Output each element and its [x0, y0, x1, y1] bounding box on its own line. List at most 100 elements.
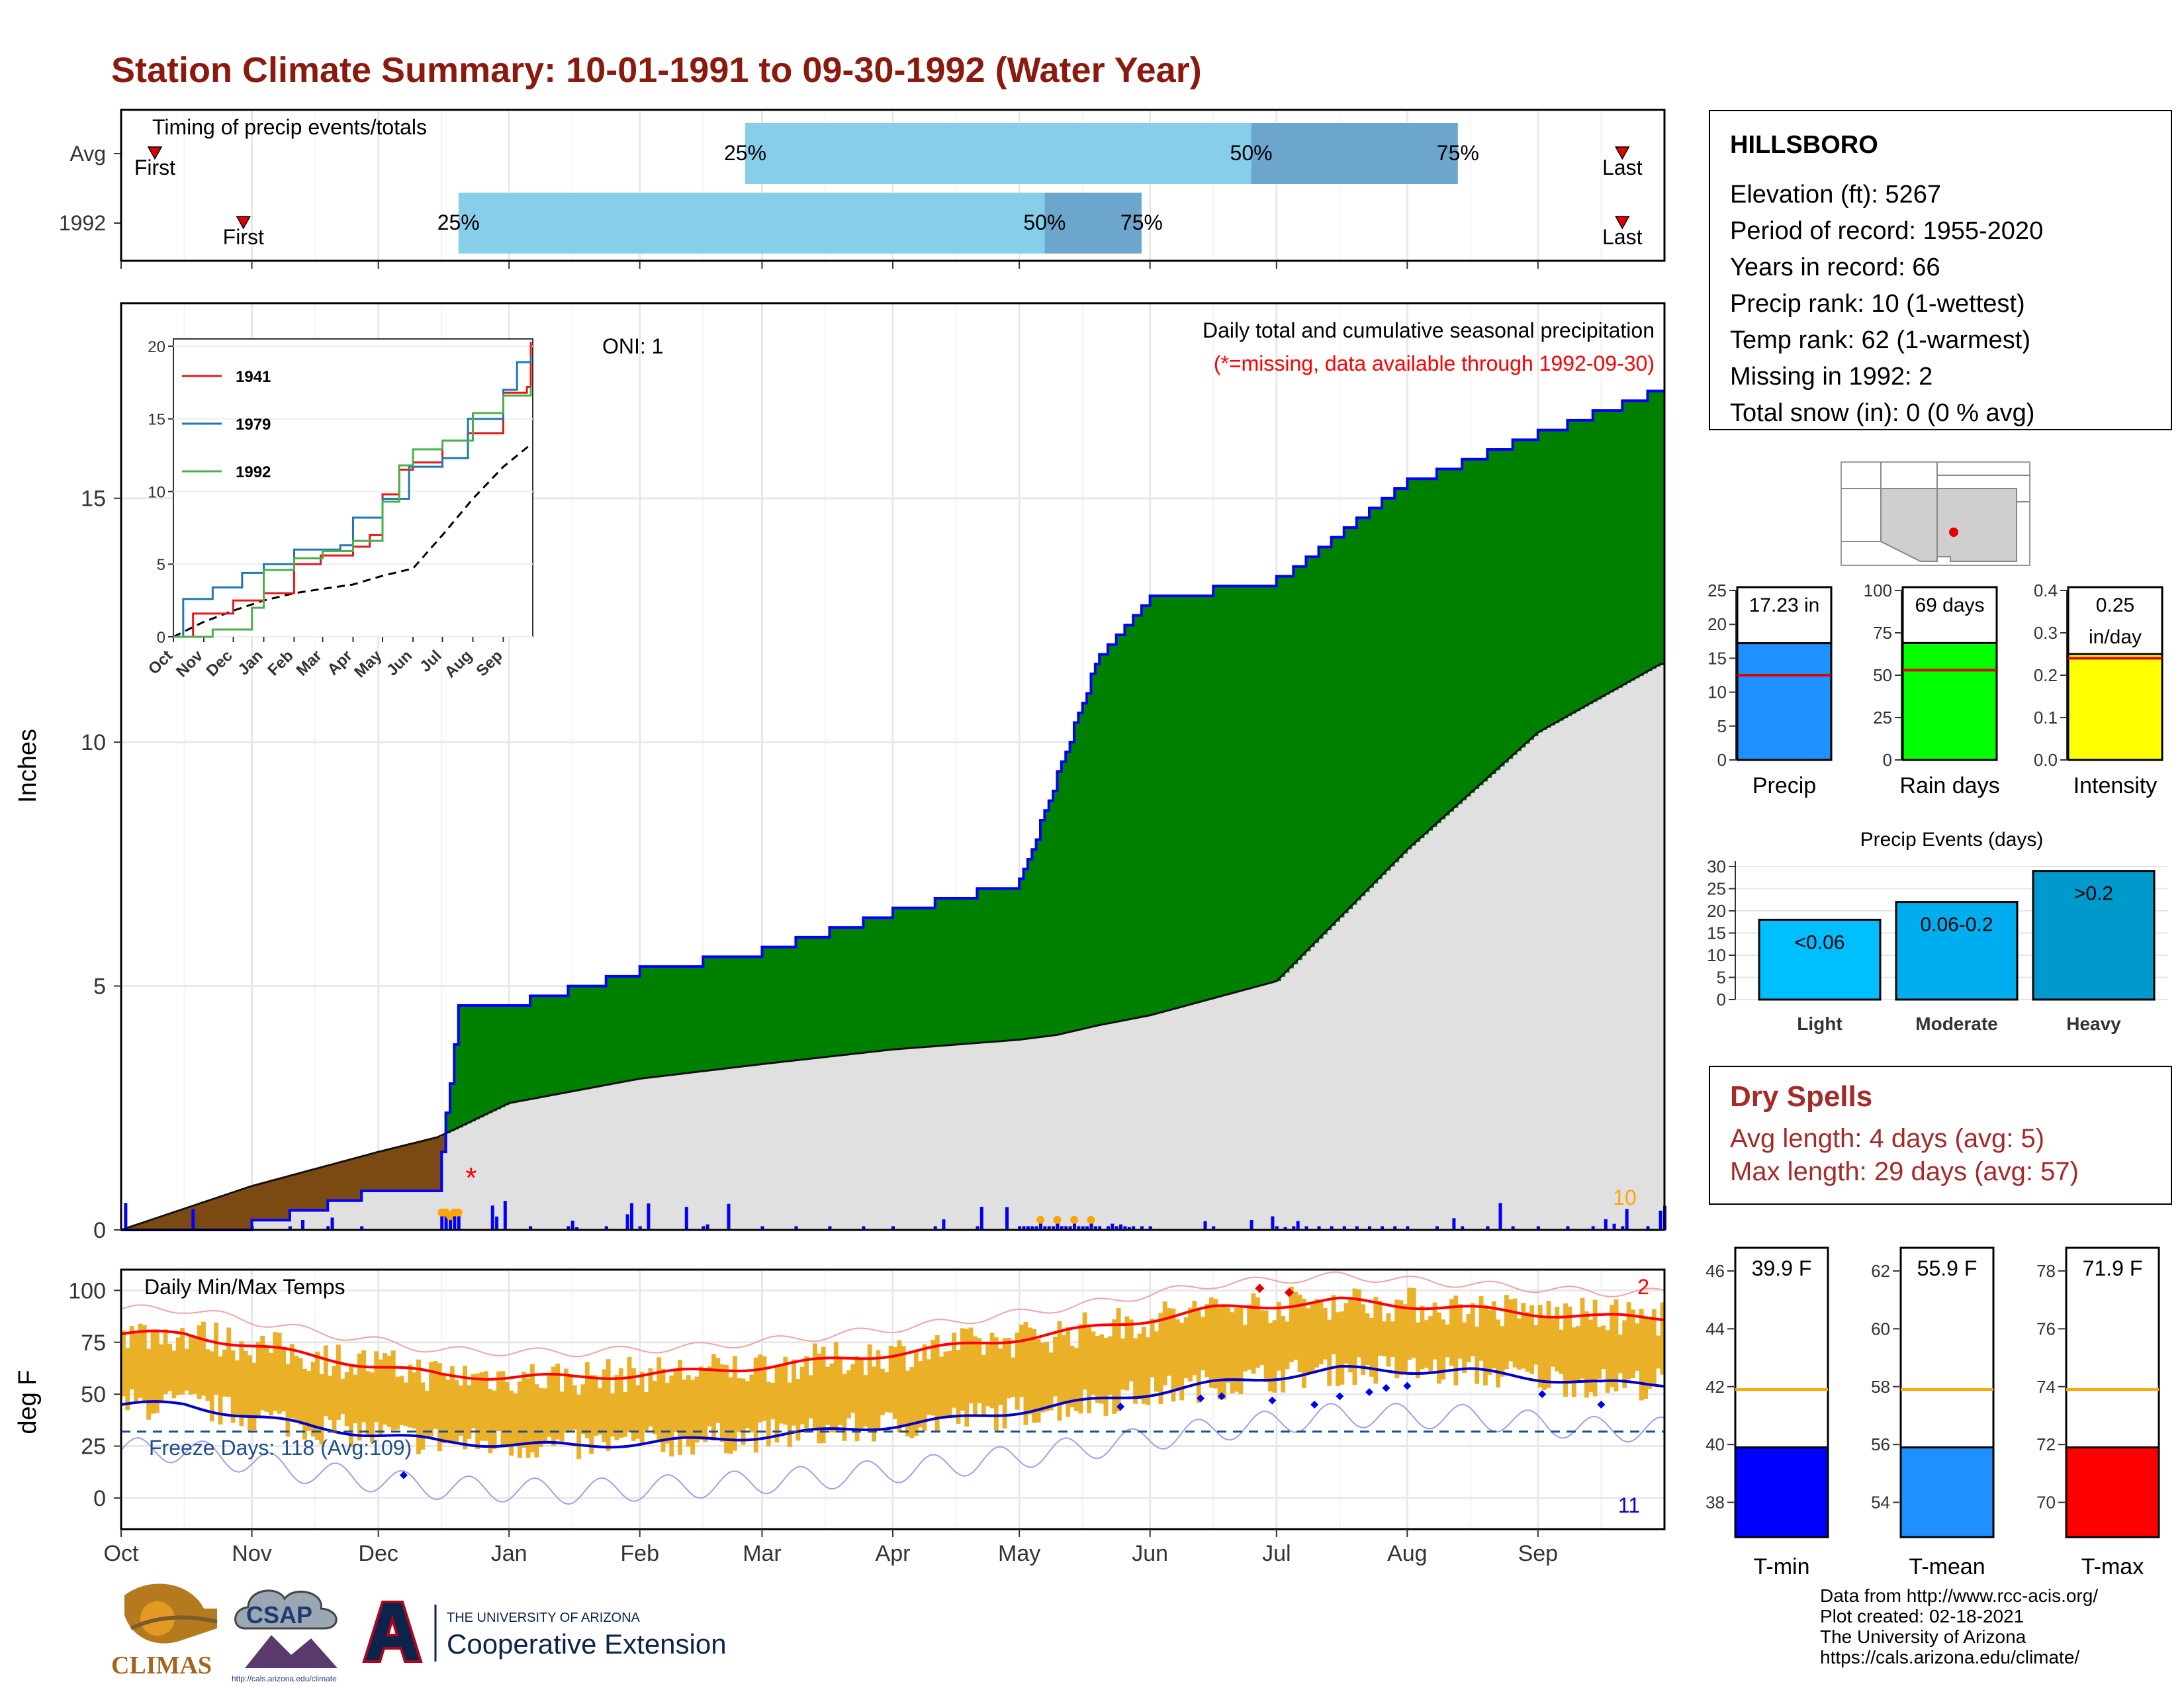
surplus-area: [623, 976, 628, 1082]
daily-temp-range-bar: [134, 1332, 138, 1402]
deficit-area: [424, 1140, 430, 1192]
daily-temp-range-bar: [1040, 1342, 1045, 1413]
surplus-area: [749, 957, 754, 1066]
daily-temp-range-bar: [737, 1378, 742, 1432]
events-bar: [2032, 870, 2156, 1001]
daily-temp-range-bar: [931, 1340, 936, 1416]
daily-temp-range-bar: [315, 1351, 320, 1440]
deficit-area: [399, 1147, 404, 1192]
deficit-area: [328, 1165, 333, 1201]
daily-temp-range-bar: [1394, 1299, 1400, 1379]
surplus-area: [1208, 596, 1214, 1000]
timing-p25-label: 25%: [724, 141, 766, 165]
deficit-area: [315, 1168, 320, 1211]
daily-temp-range-bar: [298, 1358, 303, 1425]
small-chart-tick-label: 25: [1873, 708, 1892, 727]
daily-temp-range-bar: [513, 1393, 518, 1445]
surplus-area: [1361, 518, 1366, 896]
surplus-area: [876, 917, 881, 1052]
daily-temp-range-bar: [703, 1370, 708, 1442]
deficit-area: [205, 1201, 210, 1230]
temp-y-label: deg F: [14, 1370, 42, 1434]
surplus-area: [1011, 888, 1016, 1041]
daily-temp-range-bar: [1217, 1307, 1222, 1400]
temp-summary-tick-label: 44: [1706, 1319, 1725, 1338]
daily-temp-range-bar: [602, 1369, 607, 1442]
surplus-area: [1201, 596, 1206, 1002]
daily-temp-range-bar: [1306, 1308, 1311, 1374]
daily-temp-range-bar: [808, 1375, 813, 1419]
deficit-area: [361, 1156, 367, 1192]
surplus-area: [504, 1006, 510, 1105]
small-chart-tick-label: 0.0: [2034, 750, 2058, 770]
surplus-area: [1352, 527, 1357, 905]
events-bar: [1758, 918, 1882, 1001]
daily-temp-range-bar: [1150, 1319, 1155, 1378]
deficit-area: [260, 1184, 265, 1221]
daily-temp-range-bar: [694, 1376, 700, 1443]
daily-temp-range-bar: [838, 1357, 843, 1425]
temp-summary-tick-label: 74: [2036, 1377, 2056, 1397]
deficit-area: [319, 1168, 324, 1211]
deficit-area: [188, 1207, 193, 1230]
deficit-area: [222, 1196, 227, 1230]
credits: Data from http://www.rcc-acis.org/ Plot …: [1820, 1585, 2098, 1667]
daily-temp-range-bar: [230, 1350, 236, 1423]
surplus-area: [1617, 410, 1623, 688]
daily-temp-range-bar: [1470, 1303, 1475, 1357]
surplus-area: [488, 1006, 493, 1113]
daily-temp-range-bar: [1285, 1321, 1290, 1370]
daily-temp-range-bar: [698, 1366, 704, 1440]
daily-temp-range-bar: [1361, 1304, 1366, 1376]
month-tick-label: Aug: [1387, 1541, 1428, 1566]
raindays-summary-chart: 0 25 50 75 100 69 days Rain days: [1864, 581, 2000, 798]
daily-temp-range-bar: [1019, 1325, 1024, 1397]
daily-precip-bar: [326, 1226, 330, 1230]
temp-summary-label: T-min: [1754, 1554, 1810, 1579]
daily-precip-bar: [1355, 1226, 1359, 1230]
deficit-area: [437, 1137, 442, 1192]
daily-temp-range-bar: [627, 1356, 632, 1432]
surplus-area: [1112, 644, 1117, 1023]
daily-temp-range-bar: [1158, 1313, 1163, 1405]
surplus-area: [758, 957, 763, 1065]
daily-precip-bar: [1604, 1219, 1608, 1230]
surplus-area: [838, 927, 843, 1056]
daily-temp-range-bar: [614, 1375, 619, 1440]
surplus-area: [854, 927, 860, 1054]
surplus-area: [1550, 430, 1555, 726]
summary-bar-label-box: [1736, 586, 1833, 645]
surplus-area: [1394, 489, 1400, 863]
inset-y-tick-label: 20: [148, 338, 165, 356]
surplus-area: [1137, 615, 1142, 1018]
daily-precip-bar: [1486, 1226, 1490, 1230]
daily-temp-range-bar: [618, 1368, 623, 1438]
daily-temp-range-bar: [504, 1382, 510, 1448]
deficit-area: [349, 1160, 354, 1201]
daily-precip-bar: [684, 1207, 688, 1230]
inset-x-tick-label: Dec: [203, 647, 236, 680]
surplus-area: [1614, 410, 1619, 690]
surplus-area: [1217, 586, 1222, 998]
deficit-area: [201, 1203, 206, 1230]
daily-precip-bar: [1283, 1227, 1287, 1230]
daily-temp-range-bar: [985, 1344, 991, 1407]
deficit-area: [239, 1190, 244, 1230]
precip-daily-bars: *: [124, 1162, 1666, 1230]
daily-temp-range-bar: [1512, 1298, 1518, 1368]
daily-precip-bar: [1625, 1209, 1629, 1230]
daily-temp-range-bar: [1124, 1316, 1130, 1391]
inset-legend-label: 1941: [236, 368, 271, 386]
daily-temp-range-bar: [1373, 1297, 1379, 1384]
month-tick-label: Jun: [1132, 1541, 1168, 1566]
daily-temp-range-bar: [1635, 1323, 1640, 1371]
deficit-area: [383, 1150, 388, 1192]
surplus-area: [792, 947, 797, 1061]
daily-temp-range-bar: [1529, 1305, 1534, 1374]
surplus-area: [635, 976, 641, 1080]
daily-precip-bar: [1060, 1226, 1064, 1230]
deficit-area: [340, 1162, 345, 1201]
deficit-area: [167, 1214, 173, 1230]
daily-temp-range-bar: [154, 1331, 159, 1413]
record-low-marker: [1403, 1382, 1412, 1390]
